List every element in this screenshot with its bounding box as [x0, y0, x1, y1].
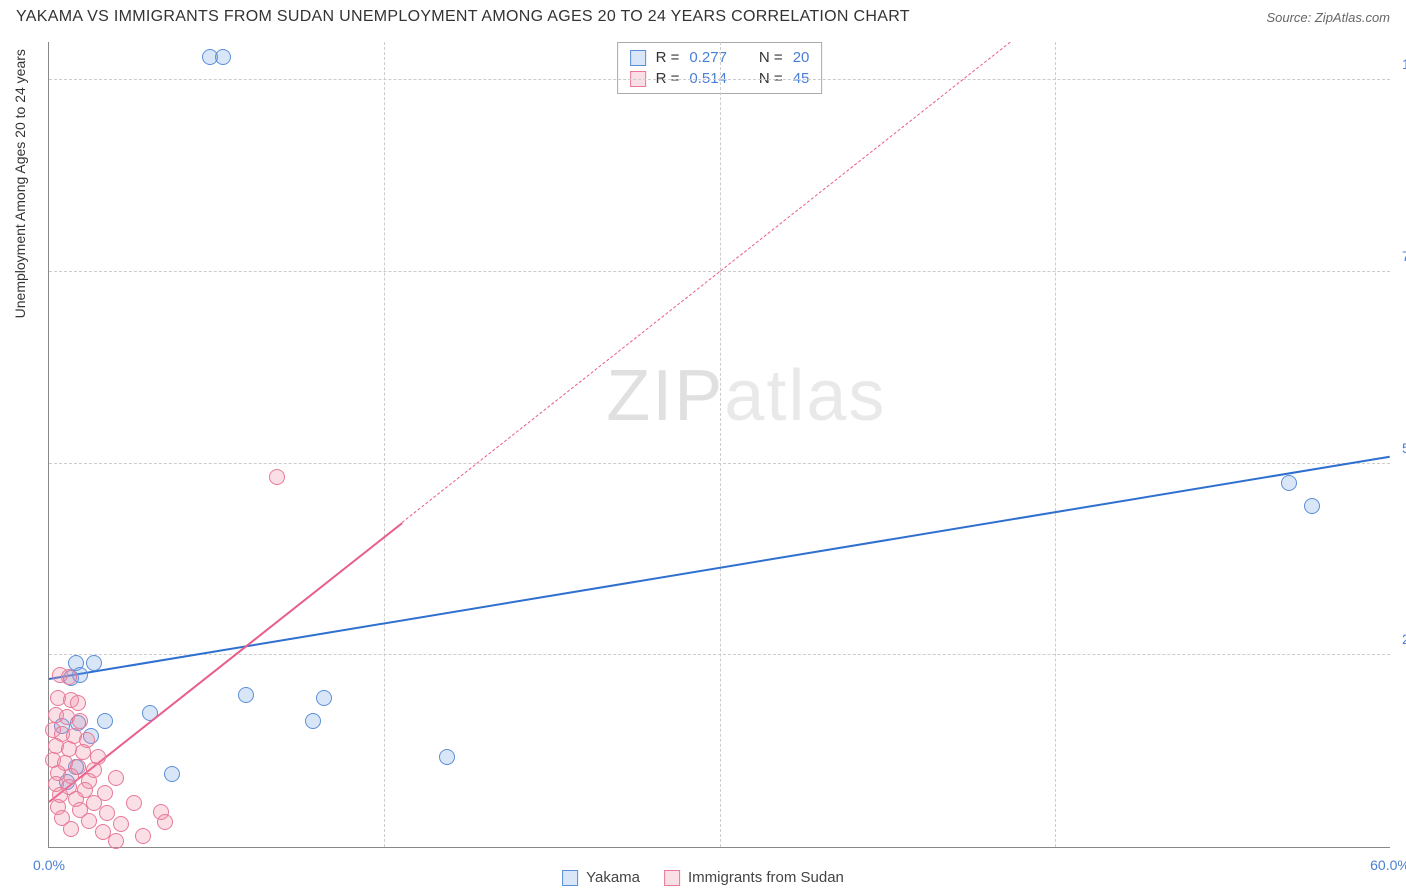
data-point — [97, 713, 113, 729]
data-point — [72, 713, 88, 729]
data-point — [164, 766, 180, 782]
stats-n-value-1: 20 — [793, 49, 810, 66]
chart-title: YAKAMA VS IMMIGRANTS FROM SUDAN UNEMPLOY… — [16, 8, 910, 26]
data-point — [126, 795, 142, 811]
watermark-suffix: atlas — [724, 356, 886, 436]
data-point — [70, 695, 86, 711]
data-point — [63, 821, 79, 837]
legend-item-series2: Immigrants from Sudan — [664, 869, 844, 886]
data-point — [238, 687, 254, 703]
data-point — [86, 655, 102, 671]
data-point — [108, 770, 124, 786]
legend-swatch-2 — [664, 870, 680, 886]
legend: Yakama Immigrants from Sudan — [562, 869, 844, 886]
source-attribution: Source: ZipAtlas.com — [1266, 10, 1390, 25]
data-point — [305, 713, 321, 729]
chart-container: ZIPatlas R = 0.277 N = 20 R = 0.514 N = … — [48, 42, 1390, 848]
legend-label-1: Yakama — [586, 869, 640, 886]
gridline-v — [384, 42, 385, 847]
y-tick-label: 75.0% — [1394, 248, 1406, 264]
data-point — [215, 49, 231, 65]
data-point — [1304, 498, 1320, 514]
y-axis-label: Unemployment Among Ages 20 to 24 years — [12, 49, 28, 318]
data-point — [157, 814, 173, 830]
legend-swatch-1 — [562, 870, 578, 886]
plot-area: ZIPatlas R = 0.277 N = 20 R = 0.514 N = … — [48, 42, 1390, 848]
trend-line-dash-2 — [402, 42, 1011, 523]
stats-r-value-1: 0.277 — [689, 49, 727, 66]
y-tick-label: 25.0% — [1394, 631, 1406, 647]
data-point — [61, 669, 77, 685]
data-point — [269, 469, 285, 485]
chart-header: YAKAMA VS IMMIGRANTS FROM SUDAN UNEMPLOY… — [0, 0, 1406, 30]
data-point — [1281, 475, 1297, 491]
swatch-series1 — [630, 50, 646, 66]
data-point — [113, 816, 129, 832]
y-tick-label: 50.0% — [1394, 440, 1406, 456]
data-point — [439, 749, 455, 765]
stats-n-label: N = — [759, 49, 783, 66]
data-point — [108, 833, 124, 849]
data-point — [135, 828, 151, 844]
y-tick-label: 100.0% — [1394, 56, 1406, 72]
x-tick-label: 0.0% — [33, 857, 65, 873]
stats-r-label: R = — [656, 49, 680, 66]
watermark: ZIPatlas — [606, 355, 886, 437]
gridline-v — [1055, 42, 1056, 847]
legend-label-2: Immigrants from Sudan — [688, 869, 844, 886]
x-tick-label: 60.0% — [1370, 857, 1406, 873]
legend-item-series1: Yakama — [562, 869, 640, 886]
data-point — [316, 690, 332, 706]
watermark-prefix: ZIP — [606, 356, 724, 436]
gridline-v — [720, 42, 721, 847]
